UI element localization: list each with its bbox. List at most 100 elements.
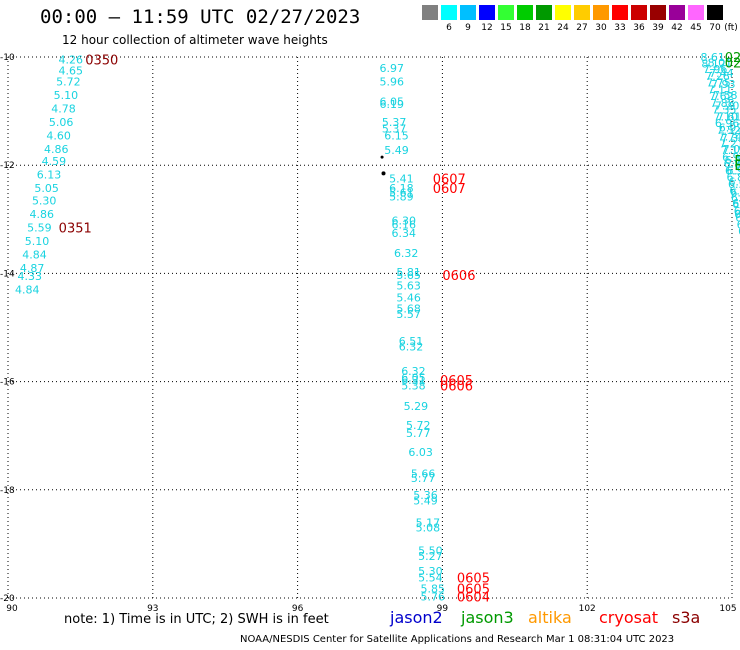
wave-height-value: 7.10 (713, 111, 738, 124)
wave-height-value: 7.08 (723, 143, 740, 156)
wave-height-value: 7.33 (721, 132, 740, 145)
legend-swatch (460, 5, 476, 20)
wave-height-value: 5.30 (418, 565, 443, 578)
wave-height-value: 6.89 (731, 192, 740, 205)
wave-height-value: 4.86 (44, 143, 69, 156)
wave-height-value: 5.77 (411, 472, 436, 485)
wave-height-value: 5.17 (416, 516, 441, 529)
wave-height-value: 5.50 (418, 544, 443, 557)
wave-height-value: 6.54 (725, 165, 740, 178)
wave-height-value: 5.96 (379, 75, 404, 88)
wave-height-value: 7.74 (718, 131, 740, 144)
wave-height-value: 5.05 (34, 182, 59, 195)
wave-height-value: 8.61 (700, 51, 725, 64)
wave-height-value: 6.32 (394, 247, 419, 260)
legend-swatch (422, 5, 438, 20)
legend-label: 24 (557, 23, 569, 33)
wave-height-value: 7.15 (721, 144, 740, 157)
wave-height-value: 6.15 (384, 129, 409, 142)
wave-height-value: 6.56 (735, 212, 740, 225)
legend-swatch (441, 5, 457, 20)
wave-height-value: 5.54 (418, 571, 443, 584)
wave-height-value: 4.26 (58, 54, 83, 67)
legend-swatch (517, 5, 533, 20)
pass-time-label: 0350 (85, 54, 118, 69)
wave-height-value: 6.92 (719, 121, 740, 134)
wave-height-value: 5.36 (413, 489, 438, 502)
map-subtitle: 12 hour collection of altimeter wave hei… (62, 33, 328, 47)
pass-time-label: 0605 (457, 582, 490, 597)
lat-tick-label: -16 (0, 378, 15, 388)
wave-height-value: 4.84 (15, 284, 40, 297)
wave-height-value: 6.98 (722, 151, 740, 164)
wave-height-value: 7.52 (716, 124, 740, 137)
wave-height-value: 7.58 (713, 89, 738, 102)
island-mark (380, 155, 384, 159)
wave-height-value: 7.75 (706, 76, 731, 89)
wave-height-value: 6.32 (399, 340, 424, 353)
island-mark (381, 171, 386, 176)
wave-height-value: 6.05 (401, 371, 426, 384)
pass-time-label: 0606 (442, 269, 475, 284)
wave-height-value: 6.43 (730, 186, 740, 199)
legend-swatch (612, 5, 628, 20)
wave-height-value: 5.89 (389, 191, 414, 204)
wave-height-value: 7.93 (711, 78, 736, 91)
wave-height-value: 5.76 (420, 590, 445, 603)
footer-credit: NOAA/NESDIS Center for Satellite Applica… (240, 634, 675, 645)
wave-height-value: 5.81 (396, 266, 421, 279)
legend-swatch (688, 5, 704, 20)
wave-height-value: 5.61 (389, 186, 414, 199)
legend-swatch (574, 5, 590, 20)
wave-height-value: 7.61 (717, 111, 740, 124)
wave-height-value: 4.60 (46, 129, 71, 142)
wave-height-value: 4.84 (22, 248, 47, 261)
wave-height-value: 4.65 (58, 65, 83, 78)
wave-height-value: 6.95 (727, 165, 740, 178)
pass-time-label: 0606 (440, 379, 473, 394)
wave-height-value: 6.66 (728, 175, 740, 188)
legend-swatch (555, 5, 571, 20)
wave-height-value: 5.30 (32, 194, 57, 207)
wave-height-value: 5.49 (384, 144, 409, 157)
legend-swatch (536, 5, 552, 20)
wave-height-value: 5.38 (401, 379, 426, 392)
wave-height-value: 5.37 (382, 122, 407, 135)
lon-tick-label: 93 (147, 604, 158, 614)
wave-height-value: 7.96 (703, 63, 728, 76)
legend-label: 39 (652, 23, 664, 33)
wave-height-value: 5.72 (406, 419, 431, 432)
legend-swatch (498, 5, 514, 20)
wave-height-value: 6.13 (37, 168, 62, 181)
wave-height-value: 6.19 (379, 98, 404, 111)
wave-height-value: 6.31 (401, 374, 426, 387)
pass-time-label: 0257 (725, 51, 740, 66)
wave-height-value: 5.72 (56, 75, 81, 88)
wave-height-value: 7.21 (719, 138, 740, 151)
wave-height-value: 5.27 (418, 550, 443, 563)
wave-height-value: 6.81 (732, 197, 740, 210)
pass-time-label: 0605 (457, 571, 490, 586)
wave-height-value: 6.32 (401, 365, 426, 378)
legend-label: 42 (671, 23, 683, 33)
legend-swatch (593, 5, 609, 20)
wave-height-value: 8.01 (708, 56, 733, 69)
pass-time-label: 0607 (433, 182, 466, 197)
legend-unit: (ft) (724, 23, 738, 33)
wave-height-value: 6.30 (392, 214, 417, 227)
wave-height-value: 5.06 (49, 116, 74, 129)
wave-height-value: 6.16 (392, 219, 417, 232)
wave-height-value: 6.18 (389, 182, 414, 195)
wave-height-value: 5.41 (389, 173, 414, 186)
legend-swatch (669, 5, 685, 20)
legend-label: 45 (690, 23, 702, 33)
legend-label: 6 (446, 23, 452, 33)
lat-tick-label: -20 (0, 594, 15, 604)
wave-height-value: 6.96 (715, 117, 740, 130)
legend-label: 36 (633, 23, 645, 33)
wave-height-value: 5.08 (416, 522, 441, 535)
pass-time-label: E (734, 159, 740, 174)
wave-height-value: 7.20 (715, 100, 740, 113)
